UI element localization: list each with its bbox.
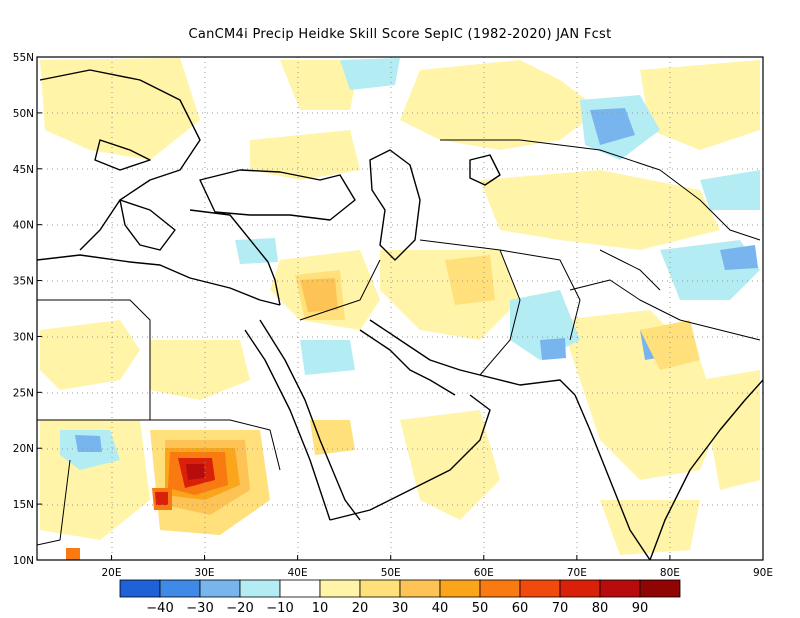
colorbar-label: 50 [472, 601, 489, 616]
latitude-labels: 55N 50N 45N 40N 35N 30N 25N 20N 15N 10N [13, 52, 42, 567]
colorbar-label: −30 [186, 601, 213, 616]
plot-frame [36, 56, 764, 561]
colorbar-label: −10 [266, 601, 293, 616]
colorbar-label: 80 [592, 601, 609, 616]
colorbar-swatch [239, 579, 281, 598]
colorbar-label: −40 [146, 601, 173, 616]
colorbar-swatch [279, 579, 321, 598]
colorbar-label: 30 [392, 601, 409, 616]
lat-tick-label: 45N [13, 164, 34, 176]
colorbar-swatch [559, 579, 601, 598]
colorbar-swatch [199, 579, 241, 598]
lat-tick-label: 40N [13, 220, 34, 232]
chart-title: CanCM4i Precip Heidke Skill Score SepIC … [188, 27, 612, 42]
colorbar-swatch [639, 579, 681, 598]
colorbar-label: 40 [432, 601, 449, 616]
colorbar-swatch [519, 579, 561, 598]
colorbar-swatch [439, 579, 481, 598]
colorbar-label: 10 [312, 601, 329, 616]
lat-tick-label: 20N [13, 443, 34, 455]
lat-tick-label: 55N [13, 52, 34, 64]
colorbar-swatch [479, 579, 521, 598]
lon-tick-label: 20E [101, 567, 121, 579]
colorbar-swatch [399, 579, 441, 598]
lat-tick-label: 30N [13, 331, 34, 343]
colorbar-label: 70 [552, 601, 569, 616]
lat-tick-label: 10N [13, 555, 34, 567]
colorbar-swatch [159, 579, 201, 598]
lon-tick-label: 60E [474, 567, 494, 579]
colorbar-label: 90 [632, 601, 649, 616]
colorbar-label: 60 [512, 601, 529, 616]
lat-tick-label: 25N [13, 387, 34, 399]
colorbar-label: 20 [352, 601, 369, 616]
lon-tick-label: 50E [381, 567, 401, 579]
colorbar-swatch [319, 579, 361, 598]
lat-tick-label: 50N [13, 108, 34, 120]
lon-tick-label: 90E [753, 567, 773, 579]
colorbar-label: −20 [226, 601, 253, 616]
colorbar-swatch [599, 579, 641, 598]
lat-lon-grid [37, 57, 763, 560]
lon-tick-label: 30E [195, 567, 215, 579]
lon-tick-label: 70E [567, 567, 587, 579]
lat-tick-label: 35N [13, 276, 34, 288]
lat-tick-label: 15N [13, 499, 34, 511]
colorbar-swatch [119, 579, 161, 598]
longitude-labels: 20E 30E 40E 50E 60E 70E 80E 90E [101, 555, 773, 579]
colorbar: −40 −30 −20 −10 10 20 30 40 50 60 70 80 90 [119, 579, 681, 616]
coastlines-borders [37, 69, 763, 560]
lon-tick-label: 80E [660, 567, 680, 579]
lon-tick-label: 40E [288, 567, 308, 579]
colorbar-swatch [359, 579, 401, 598]
shaded-field [37, 57, 763, 560]
